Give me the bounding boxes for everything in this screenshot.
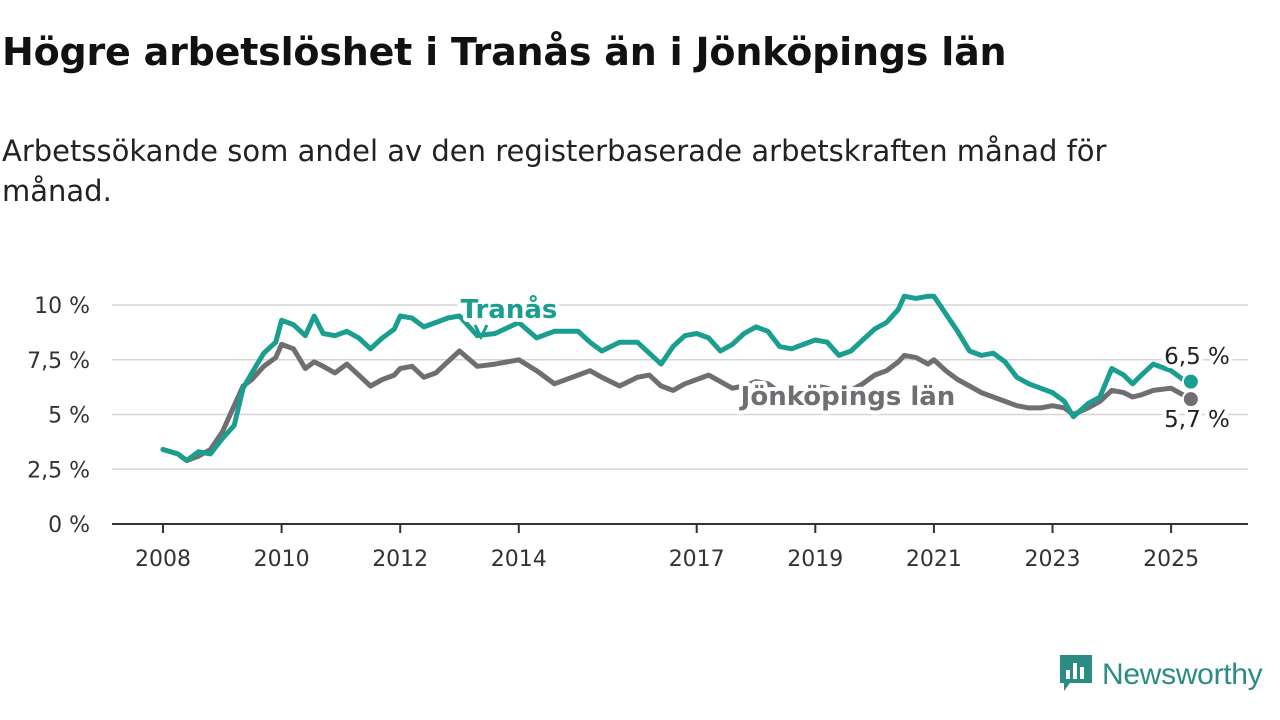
x-tick-label: 2025 xyxy=(1143,547,1199,572)
x-axis-ticks: 2008 2010 2012 2014 2017 2019 2021 2023 2025 xyxy=(135,524,1199,572)
x-tick-label: 2008 xyxy=(135,547,191,572)
x-tick-label: 2010 xyxy=(254,547,310,572)
y-tick-label: 5 % xyxy=(48,404,90,429)
x-tick-label: 2023 xyxy=(1025,547,1081,572)
y-tick-label: 0 % xyxy=(48,513,90,538)
series-lines xyxy=(160,293,1194,463)
series-labels: Tranås Jönköpings län 6,5 % 5,7 % xyxy=(457,289,1234,437)
jonkopings-lan-end-label: 5,7 % xyxy=(1164,407,1230,433)
tranas-series-line xyxy=(160,293,1194,463)
y-tick-label: 2,5 % xyxy=(27,458,90,483)
x-tick-label: 2017 xyxy=(669,547,725,572)
jonkopings-lan-end-point xyxy=(1181,390,1200,409)
tranas-label-pointer xyxy=(473,324,489,341)
x-tick-label: 2012 xyxy=(372,547,428,572)
brand-name: Newsworthy xyxy=(1102,658,1263,691)
y-tick-label: 10 % xyxy=(34,294,90,319)
tranas-series-label: Tranås xyxy=(461,293,558,325)
newsworthy-logo: Newsworthy xyxy=(1058,653,1263,697)
tranas-end-point xyxy=(1181,372,1200,391)
chart-subtitle: Arbetssökande som andel av den registerb… xyxy=(2,134,1107,208)
y-tick-labels: 0 % 2,5 % 5 % 7,5 % 10 % xyxy=(27,294,90,538)
y-tick-label: 7,5 % xyxy=(27,349,90,374)
chart-title: Högre arbetslöshet i Tranås än i Jönköpi… xyxy=(2,30,1007,74)
jonkopings-lan-series-line xyxy=(160,341,1194,463)
x-tick-label: 2021 xyxy=(906,547,962,572)
jonkopings-lan-series-label: Jönköpings län xyxy=(739,382,956,412)
x-tick-label: 2019 xyxy=(787,547,843,572)
tranas-end-label: 6,5 % xyxy=(1164,344,1230,370)
bar-chart-speech-bubble-icon xyxy=(1058,653,1094,697)
x-tick-label: 2014 xyxy=(491,547,547,572)
